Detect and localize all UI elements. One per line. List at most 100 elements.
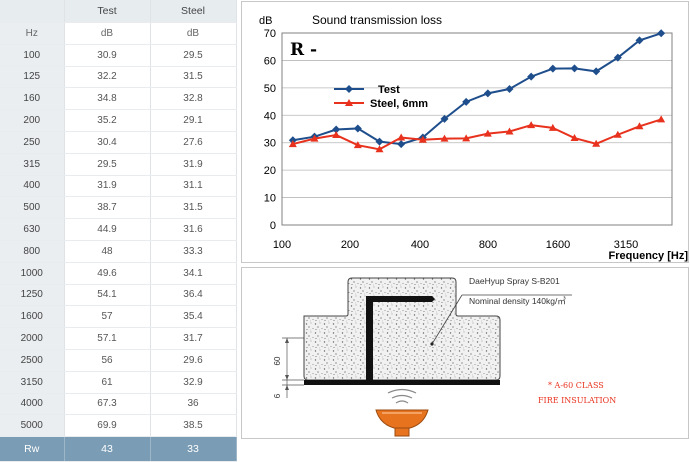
steel-point (440, 134, 449, 142)
test-cell: 69.9 (64, 414, 151, 438)
table-row: 125 32.2 31.5 (0, 66, 237, 89)
y-tick-label: 10 (264, 193, 276, 205)
y-axis-label: dB (259, 15, 272, 27)
steel-cell: 33.3 (150, 240, 237, 263)
steel-point (657, 115, 666, 123)
table-row: 250 30.4 27.6 (0, 131, 237, 154)
legend-label: Steel, 6mm (370, 98, 428, 110)
table-row: 800 48 33.3 (0, 240, 237, 263)
legend-marker (345, 85, 353, 93)
freq-cell: 1000 (0, 262, 65, 285)
table-row: 5000 69.9 38.5 (0, 414, 237, 438)
chart-legend: Test Steel, 6mm (334, 84, 428, 110)
x-tick-label: 400 (411, 239, 429, 251)
freq-cell: 400 (0, 175, 65, 198)
results-table: Test Steel Hz dB dB 100 30.9 29.5 125 32.2 31… (0, 0, 237, 462)
dim-arrow-top (285, 338, 289, 343)
steel-point (310, 134, 319, 142)
test-cell: 29.5 (64, 153, 151, 176)
leader-line (431, 294, 463, 345)
table-row: 2000 57.1 31.7 (0, 327, 237, 350)
plot-area-border (281, 32, 673, 226)
freq-cell: 315 (0, 153, 65, 176)
test-cell: 54.1 (64, 284, 151, 307)
freq-cell: 630 (0, 218, 65, 241)
steel-cell: 31.5 (150, 196, 237, 220)
steel-cell: 31.5 (150, 66, 237, 89)
y-tick-label: 70 (264, 28, 276, 40)
table-row: 1000 49.6 34.1 (0, 262, 237, 285)
freq-cell: 3150 (0, 371, 65, 394)
results-table-panel: Test Steel Hz dB dB 100 30.9 29.5 125 32.2 31… (0, 0, 237, 462)
steel-point (332, 131, 341, 139)
y-tick-label: 60 (264, 55, 276, 67)
freq-cell: 100 (0, 44, 65, 67)
spray-insulation (303, 277, 501, 381)
freq-cell: 2500 (0, 349, 65, 372)
freq-cell: 1250 (0, 284, 65, 307)
table-row: 400 31.9 31.1 (0, 175, 237, 198)
test-cell: 67.3 (64, 393, 151, 416)
chart-panel: 0 10 20 30 40 50 60 70 100 200 400 800 1600 3150 dB … (241, 1, 689, 263)
table-row: 2500 56 29.6 (0, 349, 237, 372)
y-tick-label: 50 (264, 83, 276, 95)
freq-cell: 1600 (0, 305, 65, 329)
freq-cell: 4000 (0, 393, 65, 416)
test-cell: 31.9 (64, 175, 151, 198)
steel-cell: 29.1 (150, 109, 237, 132)
steel-point (570, 134, 579, 142)
table-row: 630 44.9 31.6 (0, 218, 237, 241)
r-annotation: R - (290, 40, 317, 60)
test-cell: 61 (64, 371, 151, 394)
steel-cell: 27.6 (150, 131, 237, 154)
test-point (397, 140, 406, 149)
table-header-row: Test Steel (0, 0, 237, 23)
cross-section-diagram-panel: DaeHyup Spray S-B201 Nominal density 140… (241, 267, 689, 439)
steel-cell: 38.5 (150, 414, 237, 438)
table-row: 1250 54.1 36.4 (0, 284, 237, 307)
steel-point (548, 123, 557, 131)
steel-plate (304, 380, 500, 385)
leader-dot (430, 342, 434, 346)
cross-section-diagram: DaeHyup Spray S-B201 Nominal density 140… (273, 276, 616, 437)
density-label: Nominal density 140kg/㎥ (469, 296, 566, 306)
y-tick-label: 20 (264, 165, 276, 177)
test-cell: 49.6 (64, 262, 151, 285)
test-point (635, 36, 644, 45)
test-cell: 34.8 (64, 87, 151, 111)
steel-point (288, 140, 297, 148)
test-cell: 38.7 (64, 196, 151, 220)
y-tick-label: 0 (270, 220, 276, 232)
steel-point (613, 130, 622, 138)
steel-point (462, 134, 471, 142)
dim-label-6: 6 (273, 393, 282, 398)
test-point (505, 84, 514, 93)
fire-class-label: * A-60 CLASS (548, 381, 604, 390)
table-row: 3150 61 32.9 (0, 371, 237, 394)
x-axis-label: Frequency [Hz] (609, 250, 688, 262)
steel-point (635, 122, 644, 130)
rw-row: Rw 43 33 (0, 436, 237, 462)
steel-point (483, 129, 492, 137)
test-point (375, 137, 384, 146)
table-row: 1600 57 35.4 (0, 305, 237, 329)
dim-arrow-mid (285, 375, 289, 380)
header-test: Test (64, 0, 151, 23)
dim-label-60: 60 (273, 356, 282, 365)
x-tick-label: 100 (273, 239, 291, 251)
freq-cell: 800 (0, 240, 65, 263)
y-tick-label: 30 (264, 138, 276, 150)
test-cell: 57.1 (64, 327, 151, 350)
freq-cell: 200 (0, 109, 65, 132)
test-point (570, 64, 579, 73)
test-cell: 48 (64, 240, 151, 263)
x-tick-label: 1600 (546, 239, 570, 251)
fire-source-icon (375, 388, 429, 437)
table-body: Hz dB dB 100 30.9 29.5 125 32.2 31.5 160 34.8 32… (0, 22, 237, 438)
table-row: 4000 67.3 36 (0, 393, 237, 416)
test-cell: 57 (64, 305, 151, 329)
table-row: 100 30.9 29.5 (0, 44, 237, 67)
test-cell: 35.2 (64, 109, 151, 132)
legend-marker (345, 99, 353, 106)
